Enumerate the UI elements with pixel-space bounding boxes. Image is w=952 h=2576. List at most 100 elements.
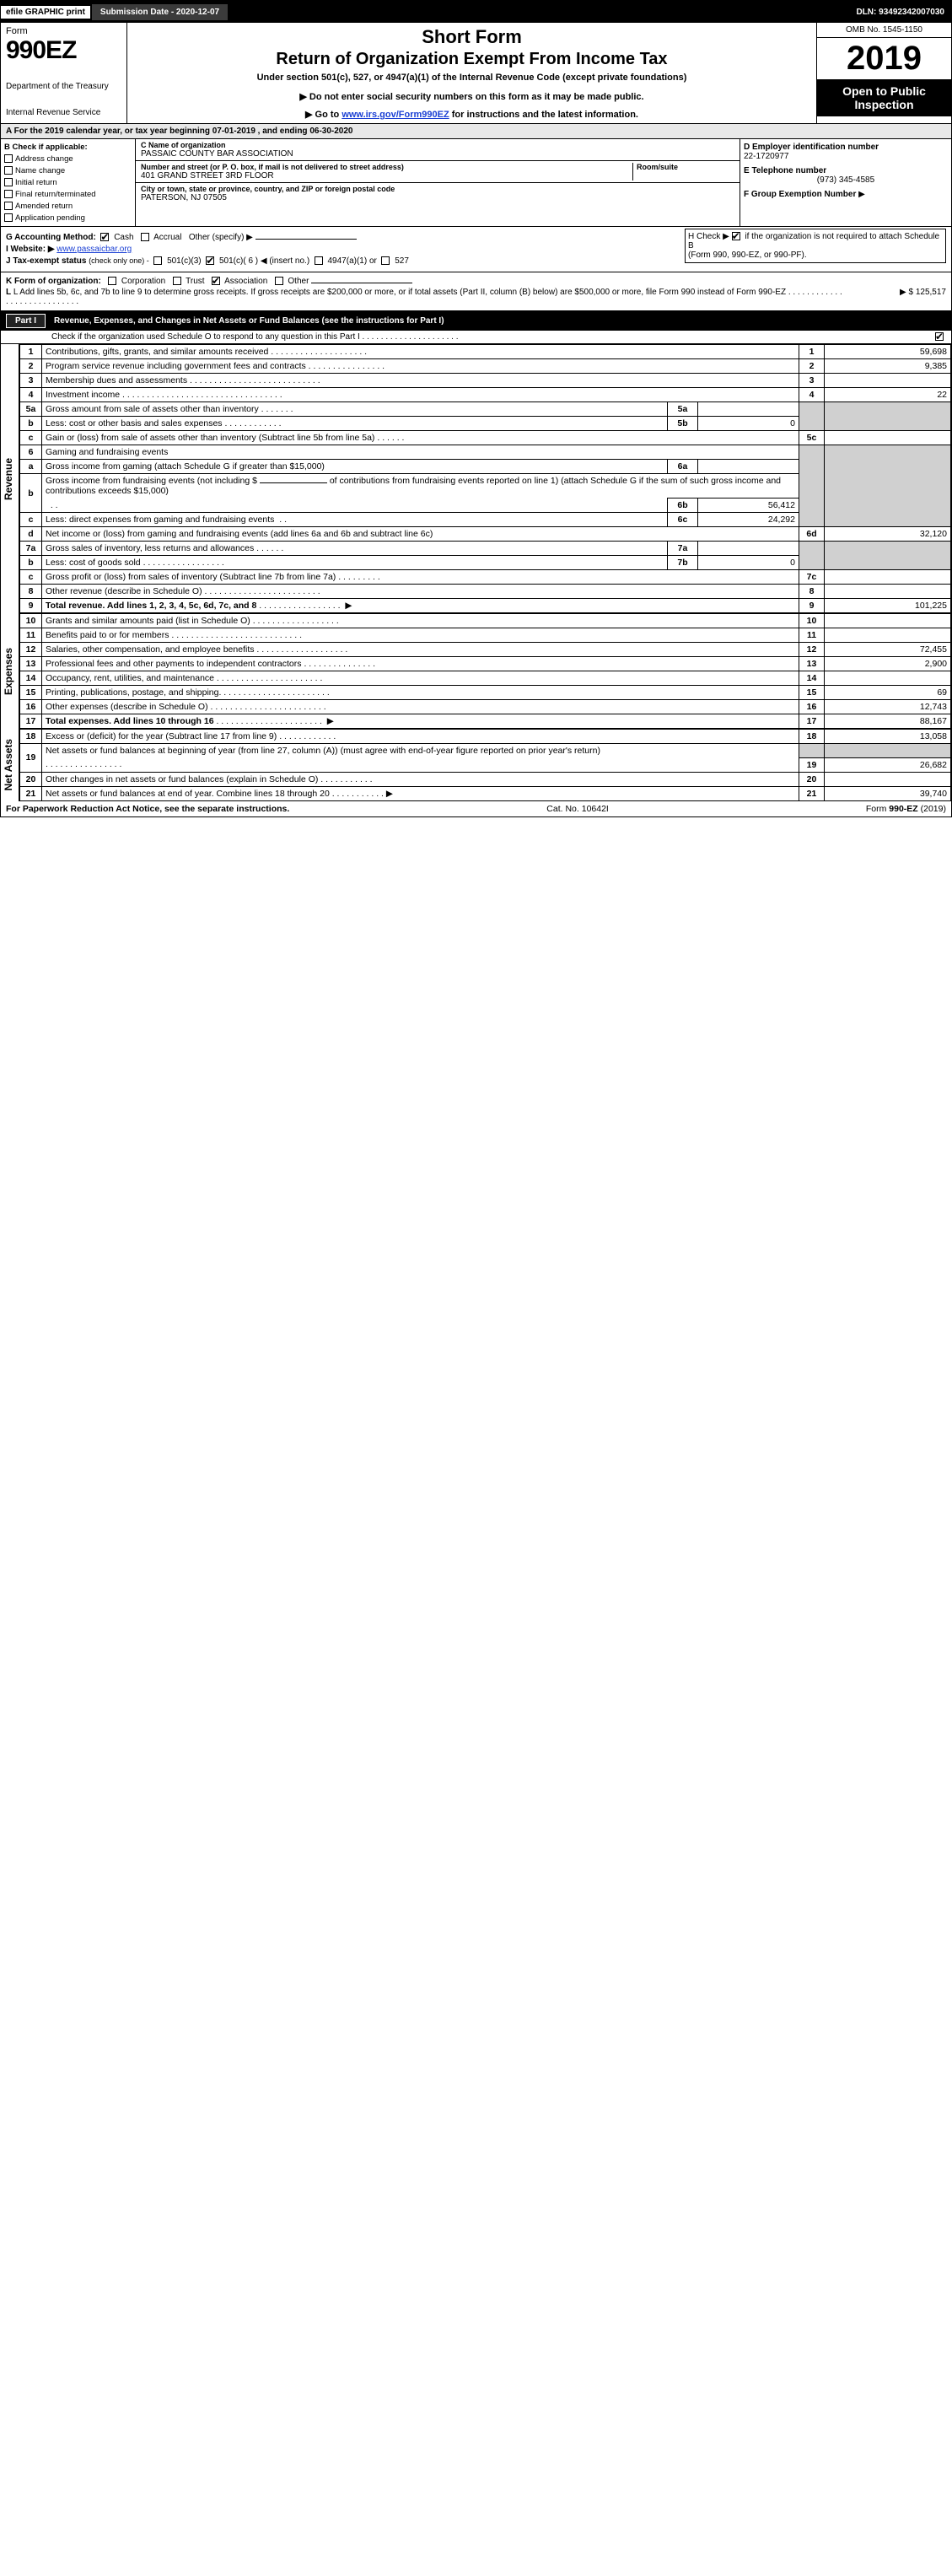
bv7b: 0: [698, 556, 799, 570]
treasury-line2: Internal Revenue Service: [6, 108, 121, 117]
v18: 13,058: [825, 730, 951, 744]
j-label: J Tax-exempt status: [6, 256, 86, 266]
v2: 9,385: [825, 359, 951, 374]
ln6d: 6d: [799, 527, 825, 542]
n17: 17: [20, 714, 42, 729]
d12: Salaries, other compensation, and employ…: [46, 644, 254, 655]
n5a: 5a: [20, 402, 42, 417]
ln18: 18: [799, 730, 825, 744]
chk-501c3[interactable]: [153, 256, 162, 265]
v12: 72,455: [825, 643, 951, 657]
submission-date-button[interactable]: Submission Date - 2020-12-07: [92, 4, 228, 20]
6b-blank[interactable]: [260, 482, 327, 483]
n4: 4: [20, 388, 42, 402]
do-not-enter: ▶ Do not enter social security numbers o…: [134, 91, 809, 102]
v5c: [825, 431, 951, 445]
bv6a: [698, 460, 799, 474]
chk-cash[interactable]: [100, 233, 109, 241]
ln5c: 5c: [799, 431, 825, 445]
ln7c: 7c: [799, 570, 825, 585]
treasury-line1: Department of the Treasury: [6, 82, 121, 91]
chk-address-change[interactable]: Address change: [4, 154, 132, 164]
ln19: 19: [799, 757, 825, 772]
net-assets-section: Net Assets 18Excess or (deficit) for the…: [1, 729, 951, 801]
c-city-value: PATERSON, NJ 07505: [141, 193, 734, 202]
n1: 1: [20, 345, 42, 359]
n5b: b: [20, 417, 42, 431]
ln14: 14: [799, 671, 825, 686]
f-arrow: ▶: [858, 190, 865, 199]
c-name-value: PASSAIC COUNTY BAR ASSOCIATION: [141, 149, 734, 159]
d17: Total expenses. Add lines 10 through 16: [46, 716, 214, 726]
n6c: c: [20, 513, 42, 527]
chk-corp[interactable]: [108, 277, 116, 285]
efile-word: efile: [6, 8, 23, 17]
ln11: 11: [799, 628, 825, 643]
chk-application-pending[interactable]: Application pending: [4, 213, 132, 223]
ln15: 15: [799, 686, 825, 700]
g-other-input[interactable]: [255, 239, 357, 240]
i-label: I Website: ▶: [6, 245, 55, 254]
d15: Printing, publications, postage, and shi…: [46, 687, 221, 698]
form-number: 990EZ: [6, 36, 121, 65]
d7b: Less: cost of goods sold: [46, 558, 141, 568]
chk-assoc[interactable]: [212, 277, 220, 285]
website-link[interactable]: www.passaicbar.org: [56, 245, 132, 254]
v21: 39,740: [825, 786, 951, 800]
v11: [825, 628, 951, 643]
irs-link[interactable]: www.irs.gov/Form990EZ: [342, 110, 449, 120]
j-o4: 527: [395, 256, 409, 266]
ln16: 16: [799, 700, 825, 714]
ln12: 12: [799, 643, 825, 657]
n3: 3: [20, 374, 42, 388]
chk-h[interactable]: [732, 232, 740, 240]
f-label: F Group Exemption Number: [744, 190, 856, 199]
ln8: 8: [799, 585, 825, 599]
v14: [825, 671, 951, 686]
n6b: b: [20, 474, 42, 513]
form-header: Form 990EZ Department of the Treasury In…: [1, 23, 951, 124]
block-b-through-f: B Check if applicable: Address change Na…: [1, 139, 951, 227]
ln10: 10: [799, 614, 825, 628]
footer-left: For Paperwork Reduction Act Notice, see …: [6, 804, 289, 814]
d20: Other changes in net assets or fund bala…: [46, 774, 318, 784]
n5c: c: [20, 431, 42, 445]
box5b: 5b: [668, 417, 698, 431]
block-k-l: K Form of organization: Corporation Trus…: [1, 272, 951, 311]
box7a: 7a: [668, 542, 698, 556]
chk-accrual[interactable]: [141, 233, 149, 241]
d13: Professional fees and other payments to …: [46, 659, 302, 669]
part-1-schedule-o-check: Check if the organization used Schedule …: [1, 331, 951, 344]
d-label: D Employer identification number: [744, 143, 948, 152]
d16: Other expenses (describe in Schedule O): [46, 702, 208, 712]
d10: Grants and similar amounts paid (list in…: [46, 616, 250, 626]
footer-right: Form 990-EZ (2019): [866, 804, 946, 814]
j-o3: 4947(a)(1) or: [328, 256, 377, 266]
chk-501c[interactable]: [206, 256, 214, 265]
ln2: 2: [799, 359, 825, 374]
dln-label: DLN: 93492342007030: [856, 8, 951, 17]
chk-527[interactable]: [381, 256, 390, 265]
d14: Occupancy, rent, utilities, and maintena…: [46, 673, 214, 683]
d7c: Gross profit or (loss) from sales of inv…: [46, 572, 336, 582]
d6b1: Gross income from fundraising events (no…: [46, 476, 257, 486]
chk-final-return[interactable]: Final return/terminated: [4, 190, 132, 199]
header-left: Form 990EZ Department of the Treasury In…: [1, 23, 127, 123]
n21: 21: [20, 786, 42, 800]
v7c: [825, 570, 951, 585]
chk-initial-return[interactable]: Initial return: [4, 178, 132, 187]
e-value: (973) 345-4585: [744, 175, 948, 185]
chk-4947[interactable]: [315, 256, 323, 265]
chk-amended-return[interactable]: Amended return: [4, 202, 132, 211]
top-bar: efile GRAPHIC print Submission Date - 20…: [1, 1, 951, 23]
d7a: Gross sales of inventory, less returns a…: [46, 543, 254, 553]
efile-print-button[interactable]: efile GRAPHIC print: [1, 6, 90, 19]
chk-name-change[interactable]: Name change: [4, 166, 132, 175]
d6d: Net income or (loss) from gaming and fun…: [42, 527, 799, 542]
n12: 12: [20, 643, 42, 657]
chk-trust[interactable]: [173, 277, 181, 285]
chk-other-org[interactable]: [275, 277, 283, 285]
goto-link[interactable]: ▶ Go to www.irs.gov/Form990EZ for instru…: [134, 109, 809, 120]
k-corp: Corporation: [121, 277, 165, 286]
chk-schedule-o[interactable]: [935, 332, 944, 341]
